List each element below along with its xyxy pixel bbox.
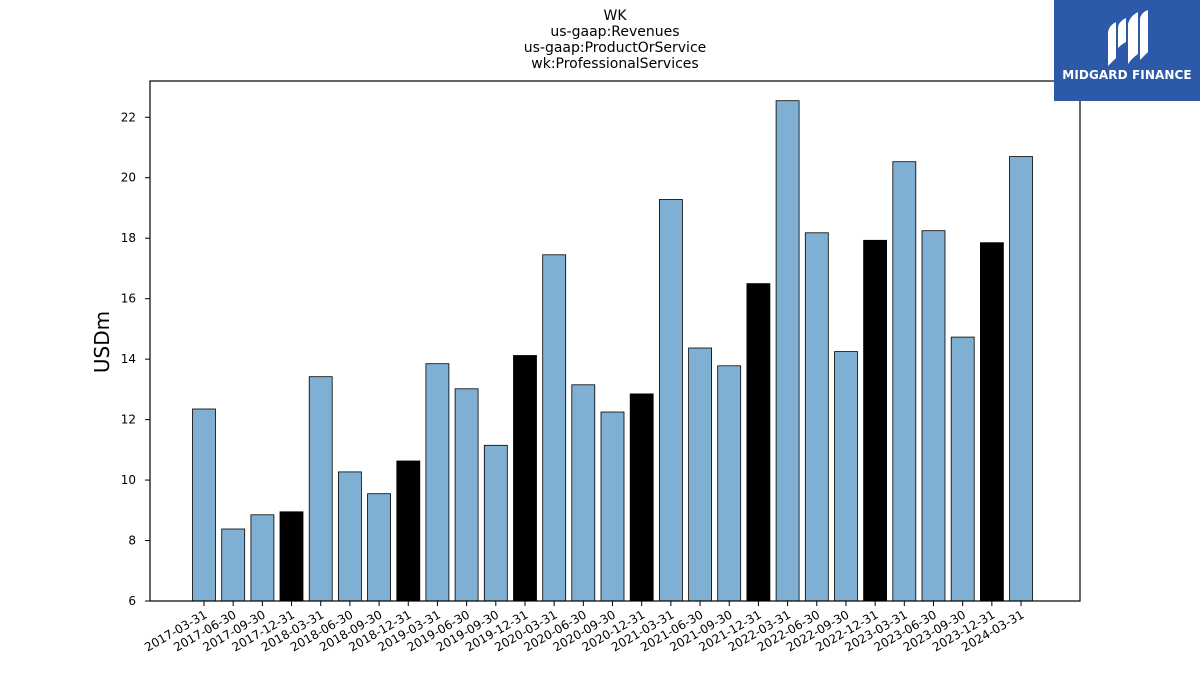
bar xyxy=(980,242,1004,602)
midgard-finance-logo: MIDGARD FINANCE xyxy=(1054,0,1200,101)
bar xyxy=(1009,156,1033,602)
midgard-logo-icon xyxy=(1108,10,1148,66)
y-tick-label: 10 xyxy=(121,473,136,487)
y-tick-label: 16 xyxy=(121,292,136,306)
bar xyxy=(279,511,304,602)
y-tick-label: 8 xyxy=(128,534,136,548)
y-tick-label: 20 xyxy=(121,171,136,185)
plot-frame xyxy=(149,80,1081,602)
bar xyxy=(571,384,596,602)
bar xyxy=(717,365,742,602)
chart-title-line: wk:ProfessionalServices xyxy=(531,56,698,72)
chart-title-line: WK xyxy=(603,8,627,24)
bar xyxy=(425,363,450,602)
y-axis-label: USDm xyxy=(90,311,114,373)
bar xyxy=(921,230,946,602)
bar xyxy=(483,444,508,602)
bar xyxy=(629,393,654,602)
bar xyxy=(542,254,567,602)
bar xyxy=(367,493,392,602)
bar xyxy=(513,355,537,602)
x-axis-ticks: 2017-03-312017-06-302017-09-302017-12-31… xyxy=(142,601,1027,654)
bar xyxy=(659,199,683,602)
bar xyxy=(192,408,216,602)
y-tick-label: 18 xyxy=(121,231,136,245)
y-tick-label: 14 xyxy=(121,352,136,366)
y-tick-label: 12 xyxy=(121,413,136,427)
chart-title-line: us-gaap:ProductOrService xyxy=(524,40,707,56)
bar xyxy=(892,161,917,602)
y-tick-label: 22 xyxy=(121,110,136,124)
bar xyxy=(308,376,333,602)
chart-title-line: us-gaap:Revenues xyxy=(550,24,679,40)
logo-text: MIDGARD FINANCE xyxy=(1062,68,1192,82)
bar xyxy=(337,471,362,602)
bar xyxy=(950,336,975,602)
bar xyxy=(775,100,800,602)
bar xyxy=(221,528,246,602)
bars-group xyxy=(192,100,1033,602)
chart-title: WKus-gaap:Revenuesus-gaap:ProductOrServi… xyxy=(524,8,707,72)
bar xyxy=(863,239,887,602)
bar xyxy=(250,514,275,602)
bar xyxy=(396,460,421,602)
bar xyxy=(688,347,712,602)
bar xyxy=(804,232,829,602)
bar xyxy=(454,388,479,602)
y-tick-label: 6 xyxy=(128,594,136,608)
bar xyxy=(600,411,625,602)
bar xyxy=(834,351,858,602)
y-axis-ticks: 6 8 10 12 14 16 18 20 22 xyxy=(121,110,150,608)
bar xyxy=(746,283,771,602)
